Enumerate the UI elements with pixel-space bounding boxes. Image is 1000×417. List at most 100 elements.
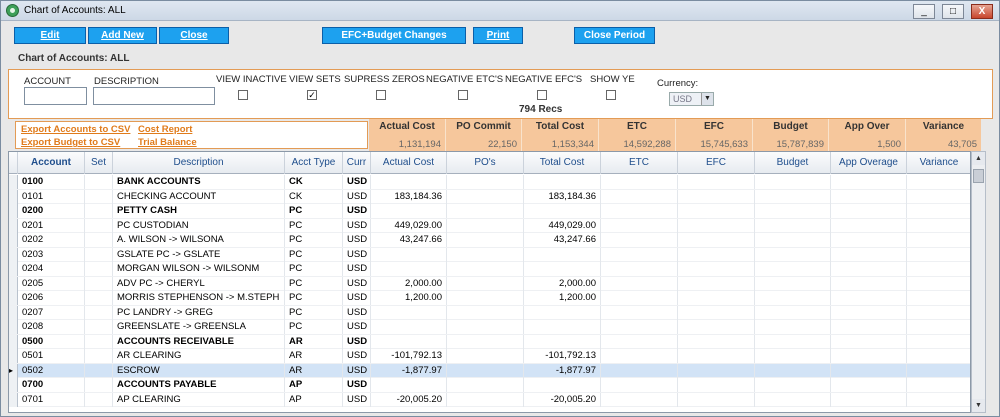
cell-actual[interactable]: 1,200.00 <box>371 291 447 305</box>
cell-account[interactable]: 0200 <box>18 204 85 218</box>
cell-total[interactable] <box>524 247 601 262</box>
cell-efc[interactable] <box>678 349 755 363</box>
cell-type[interactable]: PC <box>285 247 343 262</box>
table-row[interactable]: 0204 MORGAN WILSON -> WILSONM PC USD <box>9 262 970 277</box>
row-selector[interactable] <box>9 276 18 291</box>
cell-efc[interactable] <box>678 175 755 189</box>
cell-type[interactable]: PC <box>285 218 343 233</box>
cell-total[interactable] <box>524 204 601 218</box>
cell-etc[interactable] <box>601 204 678 218</box>
cell-set[interactable] <box>85 204 113 218</box>
cell-type[interactable]: PC <box>285 262 343 276</box>
cell-description[interactable]: BANK ACCOUNTS <box>113 175 285 189</box>
cell-efc[interactable] <box>678 247 755 262</box>
cell-po[interactable] <box>447 334 524 349</box>
col-app-overage[interactable]: App Overage <box>831 152 907 174</box>
col-total-cost[interactable]: Total Cost <box>524 152 601 174</box>
cell-budget[interactable] <box>755 204 831 218</box>
cell-etc[interactable] <box>601 320 678 334</box>
trial-balance-link[interactable]: Trial Balance <box>138 137 197 148</box>
cell-variance[interactable] <box>907 190 970 204</box>
cell-actual[interactable] <box>371 334 447 349</box>
cell-description[interactable]: AP CLEARING <box>113 392 285 407</box>
cell-description[interactable]: ACCOUNTS PAYABLE <box>113 378 285 392</box>
cell-set[interactable] <box>85 320 113 334</box>
cell-set[interactable] <box>85 175 113 189</box>
table-row[interactable]: 0500 ACCOUNTS RECEIVABLE AR USD <box>9 334 970 349</box>
cell-over[interactable] <box>831 276 907 291</box>
cell-variance[interactable] <box>907 219 970 233</box>
cell-type[interactable]: PC <box>285 233 343 247</box>
cell-budget[interactable] <box>755 291 831 305</box>
cell-description[interactable]: GREENSLATE -> GREENSLA <box>113 320 285 334</box>
close-button[interactable]: Close <box>159 27 229 44</box>
cell-over[interactable] <box>831 204 907 218</box>
cell-etc[interactable] <box>601 334 678 349</box>
cell-actual[interactable] <box>371 378 447 392</box>
cell-budget[interactable] <box>755 363 831 378</box>
cell-etc[interactable] <box>601 305 678 320</box>
row-selector[interactable] <box>9 247 18 262</box>
cell-po[interactable] <box>447 349 524 363</box>
cell-account[interactable]: 0208 <box>18 320 85 334</box>
accounts-grid[interactable]: Account Set Description Acct Type Curr A… <box>8 151 971 413</box>
cell-actual[interactable]: -101,792.13 <box>371 349 447 363</box>
cell-etc[interactable] <box>601 175 678 189</box>
cell-set[interactable] <box>85 189 113 204</box>
table-row[interactable]: 0501 AR CLEARING AR USD -101,792.13 -101,792.… <box>9 349 970 364</box>
cell-actual[interactable]: -20,005.20 <box>371 392 447 407</box>
cell-variance[interactable] <box>907 175 970 189</box>
view-sets-checkbox[interactable]: ✓ <box>307 90 317 100</box>
cell-po[interactable] <box>447 204 524 218</box>
cell-etc[interactable] <box>601 247 678 262</box>
cell-description[interactable]: ESCROW <box>113 363 285 378</box>
row-selector[interactable] <box>9 305 18 320</box>
cell-description[interactable]: ACCOUNTS RECEIVABLE <box>113 334 285 349</box>
cell-account[interactable]: 0203 <box>18 247 85 262</box>
cell-etc[interactable] <box>601 363 678 378</box>
vertical-scrollbar[interactable]: ▲ ▼ <box>971 151 986 413</box>
table-row[interactable]: 0701 AP CLEARING AP USD -20,005.20 -20,005.20 <box>9 392 970 407</box>
table-row[interactable]: ▸ 0502 ESCROW AR USD -1,877.97 -1,877.97 <box>9 363 970 378</box>
cell-budget[interactable] <box>755 262 831 276</box>
cell-po[interactable] <box>447 233 524 247</box>
cell-budget[interactable] <box>755 349 831 363</box>
cell-over[interactable] <box>831 349 907 363</box>
cell-set[interactable] <box>85 291 113 305</box>
account-input[interactable] <box>24 87 87 105</box>
cell-type[interactable]: CK <box>285 189 343 204</box>
cell-budget[interactable] <box>755 175 831 189</box>
edit-button[interactable]: Edit <box>14 27 86 44</box>
cell-over[interactable] <box>831 175 907 189</box>
cell-actual[interactable]: -1,877.97 <box>371 363 447 378</box>
table-row[interactable]: 0101 CHECKING ACCOUNT CK USD 183,184.36 183,1… <box>9 189 970 204</box>
cell-po[interactable] <box>447 189 524 204</box>
cell-over[interactable] <box>831 233 907 247</box>
cell-type[interactable]: AR <box>285 334 343 349</box>
cell-total[interactable] <box>524 320 601 334</box>
cell-over[interactable] <box>831 262 907 276</box>
cell-type[interactable]: PC <box>285 305 343 320</box>
currency-select[interactable]: USD ▼ <box>669 92 714 106</box>
show-ye-checkbox[interactable] <box>606 90 616 100</box>
col-actual-cost[interactable]: Actual Cost <box>371 152 447 174</box>
cell-po[interactable] <box>447 320 524 334</box>
cell-curr[interactable]: USD <box>343 291 371 305</box>
negative-efcs-checkbox[interactable] <box>537 90 547 100</box>
cell-variance[interactable] <box>907 378 970 392</box>
cell-budget[interactable] <box>755 189 831 204</box>
cell-po[interactable] <box>447 305 524 320</box>
cell-budget[interactable] <box>755 320 831 334</box>
cost-report-link[interactable]: Cost Report <box>138 124 193 135</box>
scroll-down-icon[interactable]: ▼ <box>972 399 985 412</box>
cell-curr[interactable]: USD <box>343 233 371 247</box>
row-selector[interactable] <box>9 291 18 305</box>
cell-actual[interactable]: 449,029.00 <box>371 218 447 233</box>
row-selector[interactable] <box>9 262 18 276</box>
cell-over[interactable] <box>831 305 907 320</box>
cell-description[interactable]: MORRIS STEPHENSON -> M.STEPH <box>113 291 285 305</box>
efc-budget-changes-button[interactable]: EFC+Budget Changes <box>322 27 466 44</box>
cell-type[interactable]: CK <box>285 175 343 189</box>
cell-total[interactable]: 183,184.36 <box>524 189 601 204</box>
cell-po[interactable] <box>447 218 524 233</box>
